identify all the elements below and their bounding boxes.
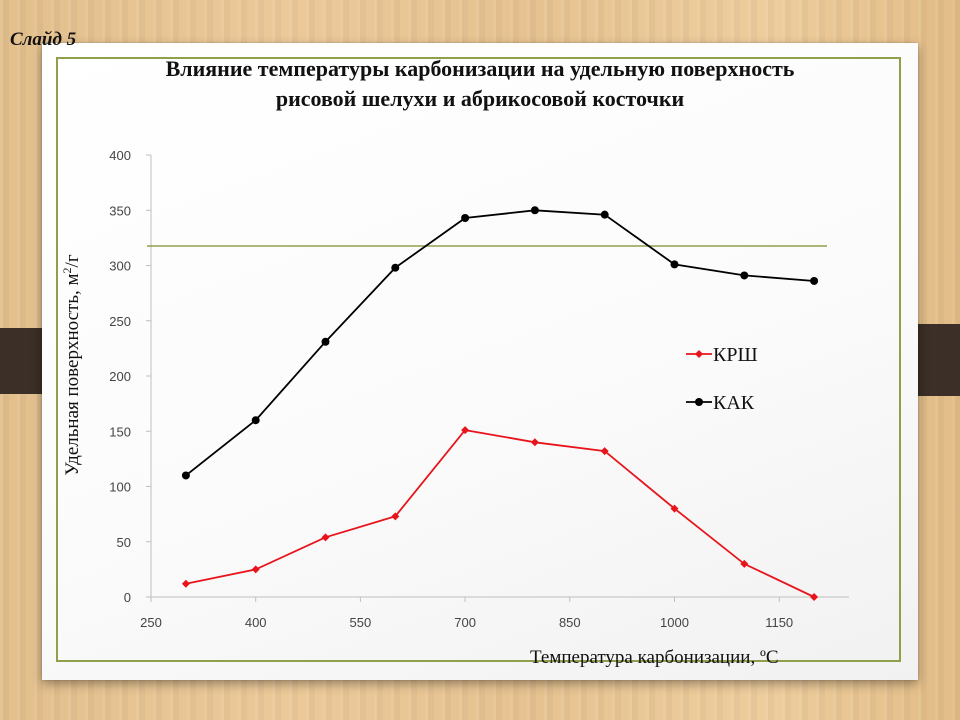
y-tick-label: 400 (109, 148, 131, 163)
series-1-point (321, 533, 330, 542)
chart-title: Влияние температуры карбонизации на удел… (60, 54, 900, 114)
x-tick-label: 700 (454, 615, 476, 630)
series-2-point (181, 471, 190, 480)
legend-label-1: КРШ (713, 344, 758, 366)
series-2-point (321, 337, 330, 346)
series-1-point (391, 512, 400, 521)
series-line-2 (185, 209, 815, 477)
x-tick-label: 1150 (765, 615, 793, 630)
series-2-point (670, 260, 679, 269)
chart-title-line-1: Влияние температуры карбонизации на удел… (165, 56, 795, 81)
series-2-point (251, 416, 260, 425)
x-axis-label: Температура карбонизации, ºС (530, 647, 779, 668)
series-1-point (181, 579, 190, 588)
legend-marker-2 (695, 398, 703, 406)
series-1-point (461, 426, 470, 435)
y-tick-label: 150 (109, 424, 131, 439)
series-2-point (600, 210, 609, 219)
y-tick-label: 250 (109, 314, 131, 329)
series-1-point (530, 438, 539, 447)
x-tick-label: 550 (350, 615, 372, 630)
series-2-point (810, 276, 819, 285)
y-tick-label: 100 (109, 480, 131, 495)
series-2-point (740, 271, 749, 280)
y-tick-label: 0 (124, 590, 131, 605)
slide-paper (42, 43, 918, 680)
chart-title-line-2: рисовой шелухи и абрикосовой косточки (275, 86, 685, 111)
series-1-point (740, 559, 749, 568)
legend-label-2: КАК (713, 392, 755, 414)
series-1-point (600, 447, 609, 456)
x-tick-label: 850 (559, 615, 581, 630)
y-tick-label: 200 (109, 369, 131, 384)
series-2-point (391, 263, 400, 272)
y-axis-label-main: Удельная поверхность, м (62, 273, 84, 476)
series-2-point (530, 206, 539, 215)
y-axis-label-sup: 2 (59, 267, 74, 274)
y-axis-label-tail: /г (62, 254, 84, 268)
y-tick-label: 350 (109, 203, 131, 218)
x-tick-label: 400 (245, 615, 267, 630)
series-1-point (810, 593, 819, 601)
x-tick-label: 250 (140, 615, 162, 630)
slide-number: Слайд 5 (10, 29, 77, 50)
series-1-point (251, 565, 260, 574)
series-line-1 (185, 429, 815, 598)
y-tick-label: 300 (109, 259, 131, 274)
legend-marker-1 (695, 350, 703, 358)
slide-frame (56, 57, 901, 662)
y-tick-label: 50 (117, 535, 131, 550)
x-tick-label: 1000 (660, 615, 689, 630)
series-2-point (461, 213, 470, 222)
series-1-point (670, 504, 679, 513)
